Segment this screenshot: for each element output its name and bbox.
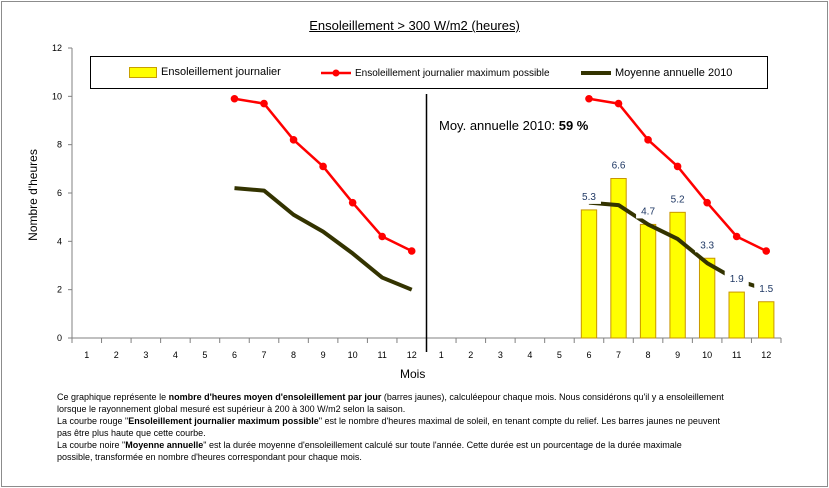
y-tick-label: 4: [57, 236, 62, 246]
data-label-bg: [754, 280, 779, 296]
y-tick-label: 10: [52, 91, 62, 101]
point-max-sunshine: [762, 247, 771, 255]
x-tick-label: 7: [262, 350, 267, 360]
footer-line-2: lorsque le rayonnement global mesuré est…: [57, 404, 406, 414]
x-tick-label: 8: [291, 350, 296, 360]
line-annual-mean-left: [234, 186, 413, 292]
line-max-sunshine-left: [234, 97, 413, 253]
legend-item-daily: Ensoleillement journalier: [129, 66, 281, 78]
legend-item-mean: Moyenne annuelle 2010: [581, 66, 732, 80]
footer-line-6: possible, transformée en nombre d'heures…: [57, 452, 362, 462]
point-max-sunshine: [614, 99, 623, 108]
annual-mean-annotation: Moy. annuelle 2010: 59 %: [439, 118, 588, 133]
annotation-text: Moy. annuelle 2010:: [439, 118, 559, 133]
bar-daily-sunshine: [728, 291, 745, 339]
data-label-bg: [695, 237, 720, 253]
bar-daily-sunshine: [610, 178, 627, 339]
legend-bar-swatch: [129, 66, 157, 78]
y-tick-label: 2: [57, 285, 62, 295]
point-max-sunshine: [585, 94, 593, 103]
point-max-sunshine: [732, 232, 741, 241]
x-tick-label: 10: [702, 350, 712, 360]
point-max-sunshine: [644, 136, 652, 144]
legend: Ensoleillement journalier Ensoleillement…: [90, 56, 768, 89]
bar-data-label: 5.2: [671, 194, 685, 205]
x-tick-label: 11: [732, 350, 741, 360]
chart-description: Ce graphique représente le nombre d'heur…: [57, 391, 797, 463]
x-tick-label: 6: [586, 350, 591, 360]
x-tick-label: 4: [527, 350, 532, 360]
chart-title: Ensoleillement > 300 W/m2 (heures): [309, 18, 520, 33]
data-label-bg: [724, 271, 749, 287]
bar-data-label: 1.5: [759, 284, 773, 295]
y-tick-label: 0: [57, 333, 62, 343]
x-axis-label: Mois: [400, 367, 426, 381]
x-tick-label: 1: [439, 350, 444, 360]
bar-daily-sunshine: [639, 223, 657, 339]
x-tick-label: 5: [202, 350, 207, 360]
bar-data-label: 1.9: [730, 274, 744, 285]
x-tick-label: 3: [498, 350, 503, 360]
bar-data-label: 3.3: [700, 240, 714, 251]
x-tick-label: 11: [378, 350, 387, 360]
x-tick-label: 3: [143, 350, 148, 360]
bar-data-label: 5.3: [582, 192, 596, 203]
x-tick-label: 7: [616, 350, 621, 360]
point-max-sunshine: [230, 94, 239, 103]
data-label-bg: [576, 188, 601, 204]
x-tick-label: 10: [348, 350, 358, 360]
y-tick-label: 6: [57, 188, 62, 198]
bar-data-label: 6.6: [612, 161, 626, 172]
point-max-sunshine: [673, 162, 682, 171]
x-tick-label: 5: [557, 350, 562, 360]
legend-label-max: Ensoleillement journalier maximum possib…: [355, 67, 550, 79]
bar-daily-sunshine: [698, 257, 716, 339]
data-label-bg: [636, 203, 661, 219]
legend-label-daily: Ensoleillement journalier: [161, 66, 281, 78]
footer-line-4: pas être plus haute que cette courbe.: [57, 428, 206, 438]
data-label-bg: [665, 191, 690, 207]
legend-red-line-swatch: [321, 69, 351, 77]
annotation-value: 59 %: [558, 118, 589, 133]
legend-label-mean: Moyenne annuelle 2010: [615, 67, 733, 79]
footer-line-1: Ce graphique représente le nombre d'heur…: [57, 392, 724, 402]
y-tick-label: 8: [57, 140, 62, 150]
point-max-sunshine: [703, 198, 711, 207]
point-max-sunshine: [378, 232, 386, 241]
x-tick-label: 9: [321, 350, 326, 360]
data-label-bg: [606, 157, 631, 173]
x-tick-label: 1: [84, 350, 89, 360]
legend-item-max: Ensoleillement journalier maximum possib…: [321, 66, 550, 80]
footer-line-5: La courbe noire "Moyenne annuelle" est l…: [57, 440, 682, 450]
bar-daily-sunshine: [758, 301, 775, 339]
x-tick-label: 6: [232, 350, 237, 360]
x-tick-label: 4: [173, 350, 178, 360]
bar-daily-sunshine: [580, 209, 598, 339]
legend-dark-line-swatch: [581, 71, 611, 75]
point-max-sunshine: [289, 136, 298, 144]
x-tick-label: 2: [468, 350, 473, 360]
x-tick-label: 9: [675, 350, 680, 360]
point-max-sunshine: [260, 99, 268, 108]
point-max-sunshine: [319, 162, 327, 171]
x-tick-label: 12: [761, 350, 771, 360]
x-tick-label: 2: [114, 350, 119, 360]
x-tick-label: 12: [407, 350, 417, 360]
footer-line-3: La courbe rouge "Ensoleillement journali…: [57, 416, 720, 426]
point-max-sunshine: [407, 247, 416, 255]
bar-daily-sunshine: [669, 211, 686, 339]
y-axis-label: Nombre d'heures: [26, 149, 40, 241]
y-tick-label: 12: [52, 43, 62, 53]
x-tick-label: 8: [646, 350, 651, 360]
point-max-sunshine: [348, 198, 357, 207]
bar-data-label: 4.7: [641, 206, 655, 217]
